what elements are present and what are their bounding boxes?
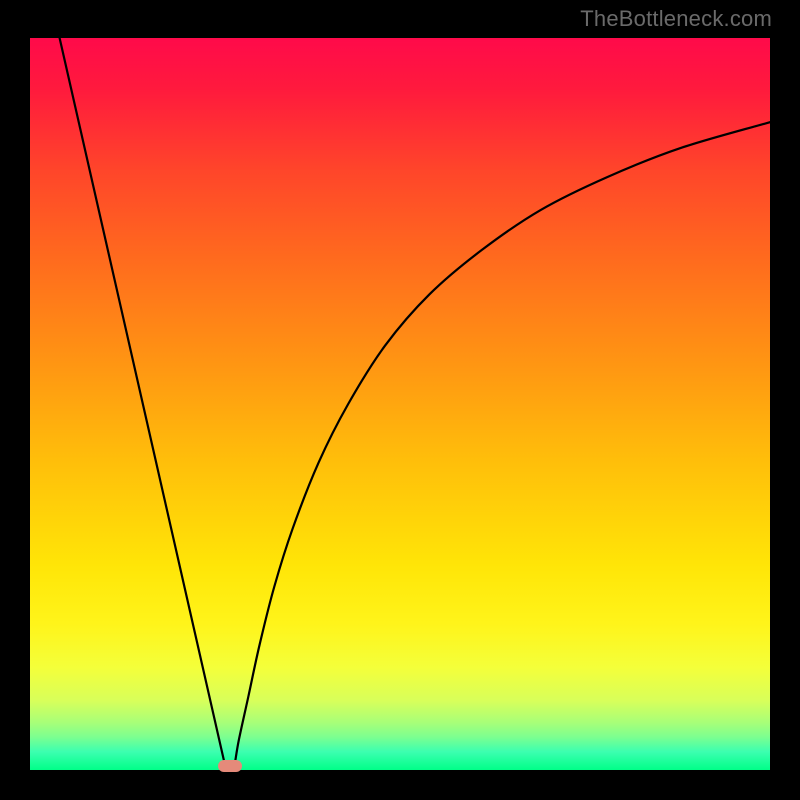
- curve-right-branch: [230, 122, 770, 770]
- curve-left-branch: [60, 38, 227, 770]
- minimum-marker: [218, 760, 242, 772]
- curve-svg: [30, 38, 770, 770]
- chart-frame: TheBottleneck.com: [0, 0, 800, 800]
- gradient-background: [30, 38, 770, 770]
- plot-area: [30, 38, 770, 770]
- watermark-text: TheBottleneck.com: [580, 6, 772, 32]
